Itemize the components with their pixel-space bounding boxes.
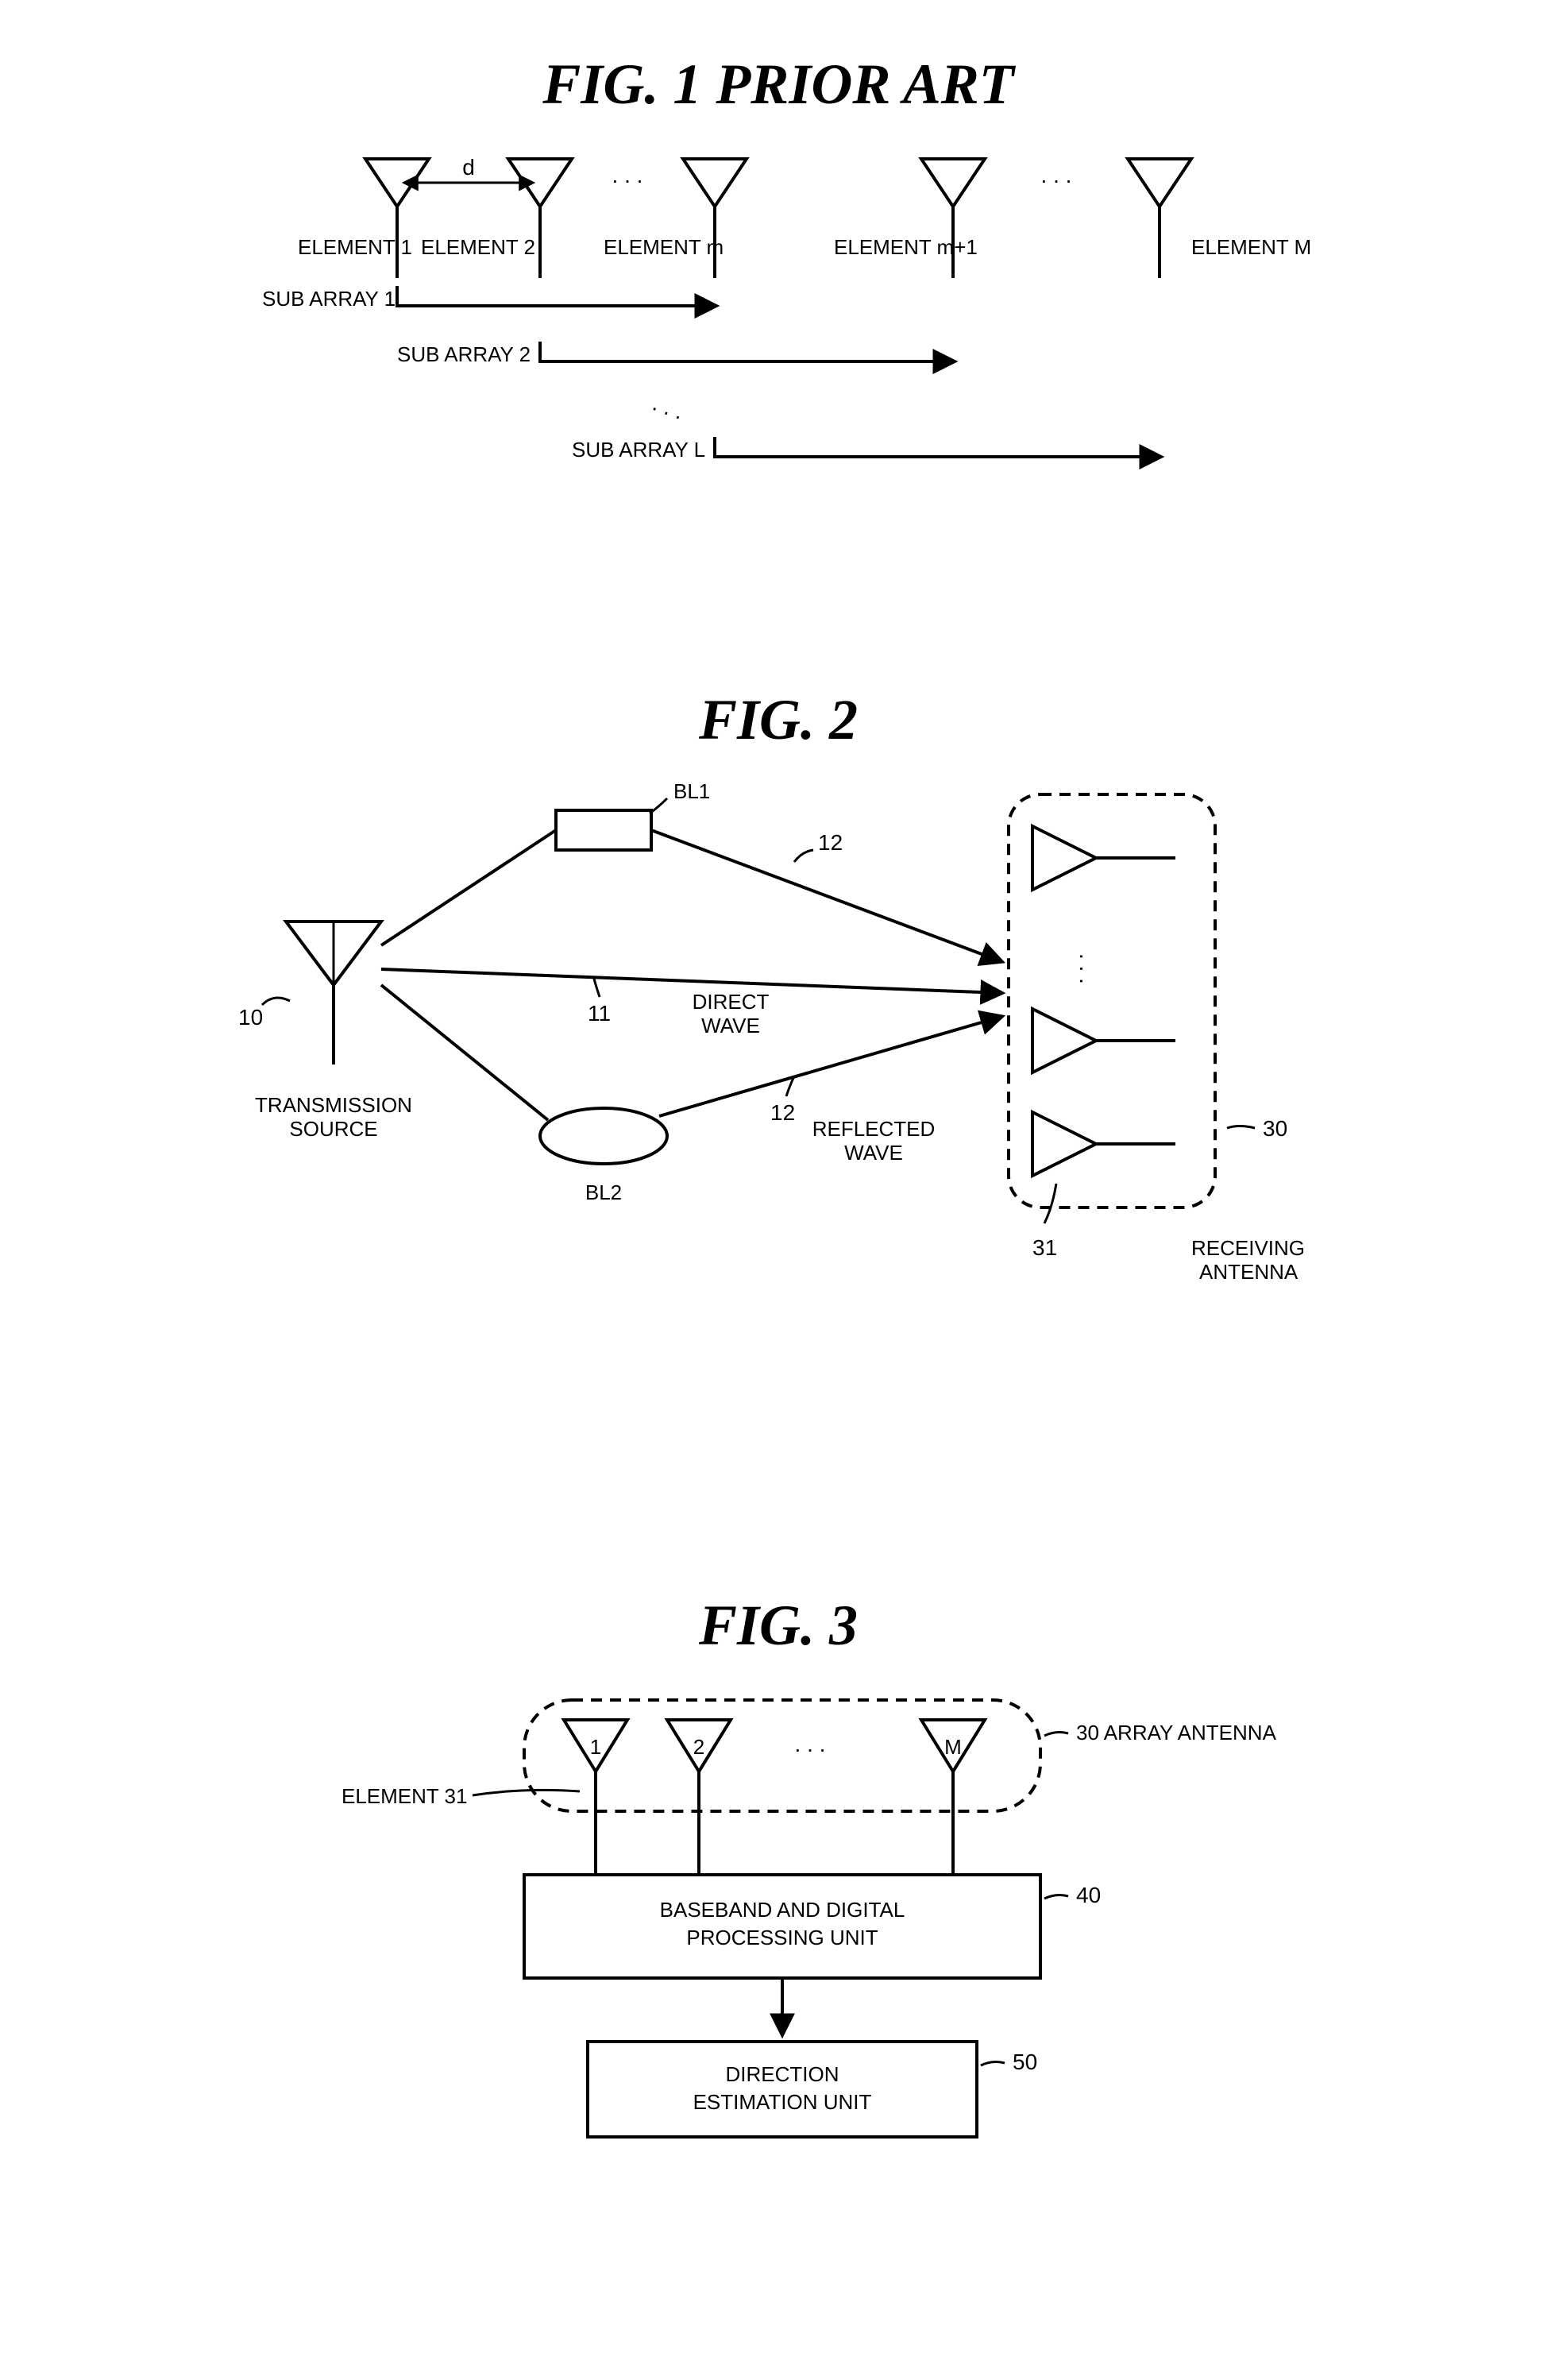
- f3-ellipsis: . . .: [795, 1732, 826, 1756]
- ellipsis-1: . . .: [612, 163, 643, 187]
- ellipsis-2: . . .: [1041, 163, 1072, 187]
- ref11-label: 11: [588, 1001, 611, 1026]
- ref10-leader: [262, 998, 290, 1005]
- svg-text:1: 1: [590, 1735, 601, 1759]
- subL-label: SUB ARRAY L: [572, 438, 705, 462]
- ref31-label: 31: [1032, 1235, 1057, 1260]
- d-label: d: [462, 155, 475, 180]
- el-label-m: ELEMENT m: [604, 235, 724, 259]
- el-label-m1: ELEMENT m+1: [834, 235, 978, 259]
- sub-array-2-bracket: [540, 342, 953, 361]
- box2-line1: DIRECTION: [726, 2062, 839, 2086]
- figure-1: FIG. 1 PRIOR ART d . . . . . . ELEMENT 1…: [262, 52, 1311, 462]
- ellipsis-3: . . .: [650, 391, 687, 424]
- svg-text:M: M: [944, 1735, 962, 1759]
- f3-ant-1: 1: [564, 1720, 627, 1875]
- f3-ref30-label: 30 ARRAY ANTENNA: [1076, 1721, 1277, 1744]
- box2-line2: ESTIMATION UNIT: [693, 2090, 872, 2114]
- rx-ellipsis: . . .: [1075, 953, 1100, 984]
- antenna-m1: [921, 159, 985, 278]
- ref10-label: 10: [238, 1005, 263, 1030]
- sub2-label: SUB ARRAY 2: [397, 342, 531, 366]
- direct-2: WAVE: [701, 1014, 760, 1037]
- ref31-leader: [1044, 1184, 1056, 1223]
- box1-line2: PROCESSING UNIT: [686, 1926, 878, 1949]
- tx-source-2: SOURCE: [289, 1117, 377, 1141]
- sub1-label: SUB ARRAY 1: [262, 287, 396, 311]
- bl1-label: BL1: [673, 779, 710, 803]
- antenna-M: [1128, 159, 1191, 278]
- direction-box: [588, 2042, 977, 2137]
- ref12b-label: 12: [770, 1100, 795, 1125]
- f3-ref31-label: ELEMENT 31: [342, 1784, 467, 1808]
- bl2-label: BL2: [585, 1180, 622, 1204]
- rx-el-1: [1032, 826, 1175, 890]
- rx-el-3: [1032, 1112, 1175, 1176]
- fig2-title: FIG. 2: [698, 688, 858, 751]
- f3-ant-M: M: [921, 1720, 985, 1875]
- el-label-M: ELEMENT M: [1191, 235, 1311, 259]
- ref30-leader: [1227, 1126, 1255, 1129]
- box1-line1: BASEBAND AND DIGITAL: [660, 1898, 905, 1922]
- antenna-m: [683, 159, 747, 278]
- f3-ref50-leader: [981, 2062, 1005, 2065]
- fig1-antennas: d . . . . . . ELEMENT 1 ELEMENT 2 ELEMEN…: [262, 155, 1311, 462]
- bl1-box: [556, 810, 651, 850]
- antenna-2: [508, 159, 572, 278]
- el-label-1: ELEMENT 1: [298, 235, 412, 259]
- bl2-ellipse: [540, 1108, 667, 1164]
- direct-1: DIRECT: [693, 990, 770, 1014]
- f3-ref40-leader: [1044, 1895, 1068, 1899]
- sub-array-1-bracket: [397, 286, 715, 306]
- direct-wave: [381, 969, 1001, 993]
- rx-ant-1: RECEIVING: [1191, 1236, 1305, 1260]
- diagram-canvas: FIG. 1 PRIOR ART d . . . . . . ELEMENT 1…: [0, 0, 1559, 2380]
- bl1-leader: [650, 798, 667, 813]
- wave-up1: [381, 830, 556, 945]
- rx-el-2: [1032, 1009, 1175, 1072]
- f3-ref40-label: 40: [1076, 1883, 1101, 1907]
- ref12a-leader: [794, 850, 813, 862]
- sub-array-L-bracket: [715, 437, 1160, 457]
- svg-text:2: 2: [693, 1735, 704, 1759]
- ref11-leader: [594, 979, 600, 997]
- reflected-2: WAVE: [844, 1141, 903, 1165]
- el-label-2: ELEMENT 2: [421, 235, 535, 259]
- tx-source-1: TRANSMISSION: [255, 1093, 412, 1117]
- f3-ref31-leader: [473, 1790, 580, 1795]
- tx-antenna-icon: [286, 921, 381, 1064]
- antenna-1: [365, 159, 429, 278]
- ref12a-label: 12: [818, 830, 843, 855]
- reflected-1: REFLECTED: [812, 1117, 936, 1141]
- fig3-title: FIG. 3: [698, 1594, 858, 1657]
- f3-ref30-leader: [1044, 1733, 1068, 1736]
- rx-ant-2: ANTENNA: [1199, 1260, 1299, 1284]
- ref30-label: 30: [1263, 1116, 1287, 1141]
- figure-2: FIG. 2 10 TRANSMISSION SOURCE BL1 BL2: [238, 688, 1305, 1284]
- fig1-title: FIG. 1 PRIOR ART: [542, 52, 1016, 116]
- f3-ref50-label: 50: [1013, 2050, 1037, 2074]
- figure-3: FIG. 3 1 2 . . . M 30 ARRAY ANTENNA ELEM…: [342, 1594, 1277, 2137]
- f3-ant-2: 2: [667, 1720, 731, 1875]
